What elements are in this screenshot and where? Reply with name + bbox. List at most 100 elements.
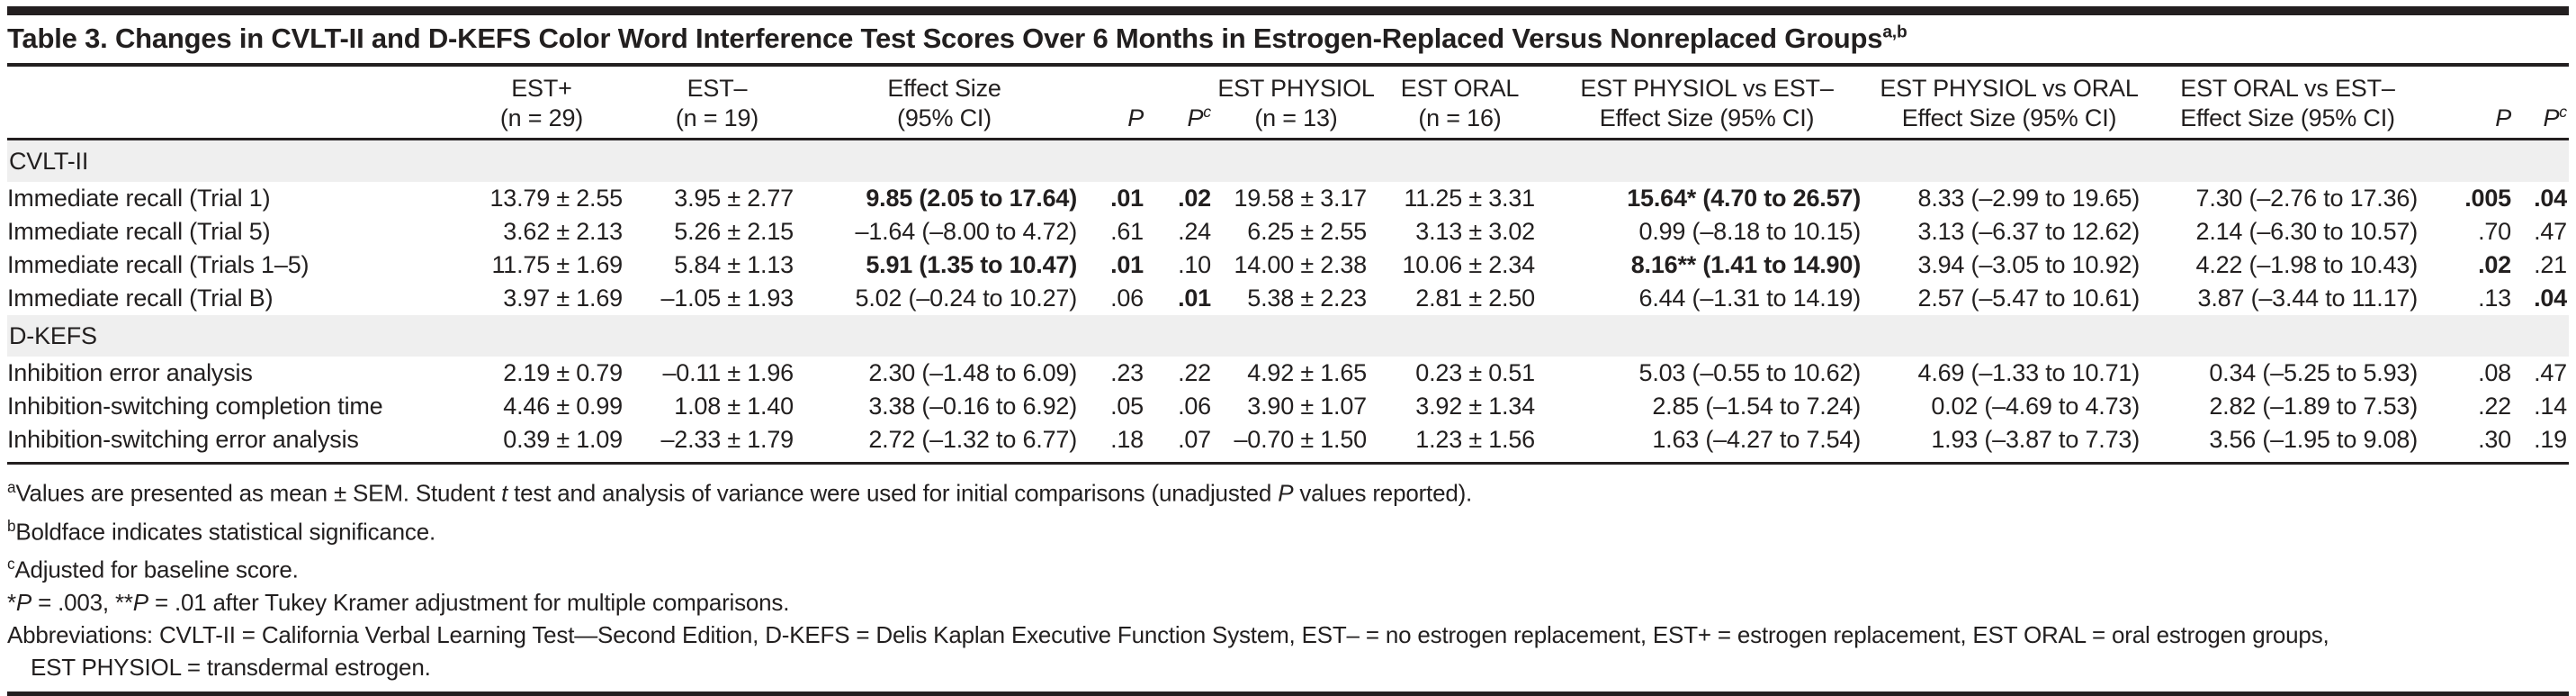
footnote-marker: b: [7, 516, 16, 535]
table-cell: 11.25 ± 3.31: [1404, 185, 1535, 212]
table-row: Inhibition-switching error analysis 0.39…: [7, 423, 2569, 464]
table-cell: 4.69 (–1.33 to 10.71): [1917, 359, 2141, 386]
footnote-a: aValues are presented as mean ± SEM. Stu…: [7, 478, 1473, 507]
table-cell: 9.85 (2.05 to 17.64): [866, 185, 1077, 212]
table-cell: .10: [1178, 251, 1211, 278]
table-cell: 2.85 (–1.54 to 7.24): [1652, 393, 1861, 420]
col-header-est-plus: EST+ (n = 29): [452, 67, 632, 140]
section-label: D-KEFS: [7, 315, 2569, 357]
table-cell: 3.56 (–1.95 to 9.08): [2209, 426, 2418, 453]
footnote-marker: a: [7, 478, 16, 496]
table-cell: 3.94 (–3.05 to 10.92): [1917, 251, 2141, 278]
table-cell: 3.95 ± 2.77: [674, 185, 794, 212]
table-cell: 3.13 ± 3.02: [1415, 218, 1535, 245]
table-cell: 1.23 ± 1.56: [1415, 426, 1535, 453]
table-cell: 2.30 (–1.48 to 6.09): [868, 359, 1077, 386]
table-cell: 6.25 ± 2.55: [1247, 218, 1367, 245]
table-cell: 5.38 ± 2.23: [1247, 285, 1367, 312]
table-cell: .005: [2464, 185, 2511, 212]
table-cell: 8.16** (1.41 to 14.90): [1630, 251, 1861, 278]
table-cell: .19: [2534, 426, 2567, 453]
footnote-b: bBoldface indicates statistical signific…: [7, 516, 436, 546]
table-cell: 10.06 ± 2.34: [1402, 251, 1535, 278]
section-label: CVLT-II: [7, 139, 2569, 182]
table-cell: 5.03 (–0.55 to 10.62): [1638, 359, 1862, 386]
table-cell: 3.92 ± 1.34: [1415, 393, 1535, 420]
table-cell: 3.97 ± 1.69: [503, 285, 623, 312]
table-row: Immediate recall (Trials 1–5) 11.75 ± 1.…: [7, 249, 2569, 282]
table-row: Immediate recall (Trial 1) 13.79 ± 2.55 …: [7, 182, 2569, 215]
col-header-p-2: P: [2427, 67, 2517, 140]
col-header-effect-size: Effect Size (95% CI): [803, 67, 1086, 140]
table-cell: 5.84 ± 1.13: [674, 251, 794, 278]
table-title-footnote-marks: a,b: [1882, 23, 1907, 42]
results-table: EST+ (n = 29) EST– (n = 19) Effect Size (95…: [7, 67, 2569, 465]
header-row: EST+ (n = 29) EST– (n = 19) Effect Size (95…: [7, 67, 2569, 140]
col-header-est-physiol: EST PHYSIOL (n = 13): [1216, 67, 1376, 140]
table-cell: .22: [1178, 359, 1211, 386]
table-cell: .22: [2478, 393, 2511, 420]
table-row: Immediate recall (Trial B) 3.97 ± 1.69 –…: [7, 282, 2569, 315]
table-cell: .47: [2534, 359, 2567, 386]
table-title: Table 3. Changes in CVLT-II and D-KEFS C…: [7, 15, 2569, 67]
top-rule: [7, 6, 2569, 15]
table-cell: 0.39 ± 1.09: [503, 426, 623, 453]
col-header-oral-vs-estminus: EST ORAL vs EST– Effect Size (95% CI): [2149, 67, 2427, 140]
table-cell: .05: [1110, 393, 1144, 420]
table-cell: 1.08 ± 1.40: [674, 393, 794, 420]
col-header-p-adjusted: Pc: [1149, 67, 1216, 140]
table-cell: .13: [2478, 285, 2511, 312]
section-row-cvlt: CVLT-II: [7, 139, 2569, 182]
table-cell: .07: [1178, 426, 1211, 453]
table-cell: 2.81 ± 2.50: [1415, 285, 1535, 312]
table-cell: .02: [1178, 185, 1211, 212]
table-cell: –1.64 (–8.00 to 4.72): [855, 218, 1078, 245]
table-cell: 8.33 (–2.99 to 19.65): [1917, 185, 2141, 212]
table-cell: .30: [2478, 426, 2511, 453]
bottom-rule: [7, 691, 2569, 696]
table-cell: 2.72 (–1.32 to 6.77): [868, 426, 1077, 453]
table-cell: .14: [2534, 393, 2567, 420]
table-row: Immediate recall (Trial 5) 3.62 ± 2.13 5…: [7, 215, 2569, 249]
row-label: Inhibition-switching completion time: [7, 393, 383, 420]
table-cell: 5.02 (–0.24 to 10.27): [855, 285, 1078, 312]
row-label: Immediate recall (Trials 1–5): [7, 251, 310, 278]
table-cell: 19.58 ± 3.17: [1234, 185, 1367, 212]
table-cell: .24: [1178, 218, 1211, 245]
col-header-empty: [7, 67, 452, 140]
row-label: Immediate recall (Trial B): [7, 285, 274, 312]
table-cell: 11.75 ± 1.69: [491, 251, 623, 278]
table-cell: .18: [1110, 426, 1144, 453]
table-cell: .06: [1178, 393, 1211, 420]
table-cell: –0.70 ± 1.50: [1234, 426, 1367, 453]
footnotes: aValues are presented as mean ± SEM. Stu…: [7, 465, 2569, 691]
table-cell: 4.92 ± 1.65: [1247, 359, 1367, 386]
table-cell: 3.87 (–3.44 to 11.17): [2197, 285, 2419, 312]
table-title-text: Table 3. Changes in CVLT-II and D-KEFS C…: [7, 23, 1883, 54]
table-cell: 13.79 ± 2.55: [489, 185, 623, 212]
table-cell: 3.90 ± 1.07: [1247, 393, 1367, 420]
table-cell: .61: [1110, 218, 1144, 245]
table-row: Inhibition error analysis 2.19 ± 0.79 –0…: [7, 357, 2569, 390]
table-cell: .01: [1110, 185, 1144, 212]
table-cell: .08: [2478, 359, 2511, 386]
table-cell: .01: [1110, 251, 1144, 278]
footnote-c: cAdjusted for baseline score.: [7, 555, 299, 583]
table-cell: 0.23 ± 0.51: [1415, 359, 1535, 386]
table-cell: 6.44 (–1.31 to 14.19): [1638, 285, 1862, 312]
table-3-sheet: Table 3. Changes in CVLT-II and D-KEFS C…: [7, 6, 2569, 696]
table-cell: .04: [2534, 285, 2567, 312]
table-row: Inhibition-switching completion time 4.4…: [7, 390, 2569, 423]
table-cell: 2.57 (–5.47 to 10.61): [1917, 285, 2141, 312]
table-cell: .23: [1110, 359, 1144, 386]
table-cell: .02: [2478, 251, 2511, 278]
table-cell: 4.22 (–1.98 to 10.43): [2195, 251, 2419, 278]
table-cell: 0.99 (–8.18 to 10.15): [1638, 218, 1862, 245]
table-cell: .04: [2534, 185, 2567, 212]
table-cell: 2.82 (–1.89 to 7.53): [2209, 393, 2418, 420]
table-cell: 5.26 ± 2.15: [674, 218, 794, 245]
table-cell: 3.62 ± 2.13: [503, 218, 623, 245]
table-cell: –1.05 ± 1.93: [660, 285, 794, 312]
table-cell: 0.02 (–4.69 to 4.73): [1931, 393, 2140, 420]
section-row-dkefs: D-KEFS: [7, 315, 2569, 357]
